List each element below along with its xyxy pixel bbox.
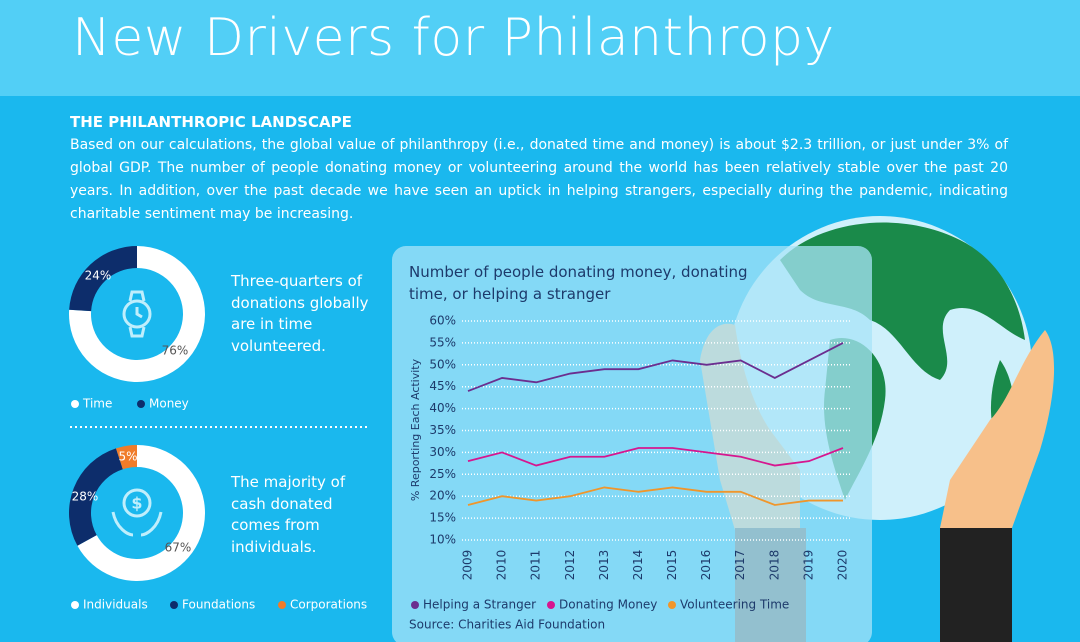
intro-text: Based on our calculations, the global va… [70,137,1008,222]
value-label: 5% [118,450,137,464]
x-tick-label: 2010 [495,550,509,581]
legend-swatch [547,601,555,609]
x-tick-label: 2018 [767,550,781,581]
data-line [467,342,844,392]
legend-label: Volunteering Time [680,598,789,612]
x-tick-label: 2009 [461,550,475,581]
pie-segment [115,445,137,470]
legend-swatch [411,601,419,609]
x-tick-label: 2020 [836,550,850,581]
pie-segment [68,448,123,546]
svg-text:$: $ [131,494,142,513]
x-tick-label: 2013 [597,550,611,581]
pie-segment [77,445,205,581]
y-tick-label: 35% [429,423,456,437]
pie-description: The majority of cash donated comes from … [231,473,346,556]
legend-swatch [668,601,676,609]
legend-label: Helping a Stranger [423,598,536,612]
source-note: Source: Charities Aid Foundation [409,618,605,632]
x-tick-label: 2017 [733,550,747,581]
legend-swatch [71,601,79,609]
value-label: 24% [85,269,112,283]
legend-swatch [278,601,286,609]
y-tick-label: 10% [429,533,456,547]
y-tick-label: 30% [429,445,456,459]
pie-description: Three-quarters of donations globally are… [231,272,369,355]
legend-label: Foundations [182,598,255,612]
y-tick-label: 15% [429,511,456,525]
section-heading: THE PHILANTHROPIC LANDSCAPE [70,113,352,131]
legend-swatch [71,400,79,408]
x-tick-label: 2011 [529,550,543,581]
value-label: 76% [162,344,189,358]
legend-label: Time [82,397,112,411]
legend-swatch [170,601,178,609]
y-tick-label: 50% [429,357,456,371]
value-label: 28% [72,490,99,504]
legend-label: Corporations [290,598,367,612]
y-axis-label: % Reporting Each Activity [409,358,422,501]
data-line [467,486,843,506]
x-tick-label: 2015 [665,550,679,581]
y-tick-label: 20% [429,489,456,503]
watch-icon [122,290,152,338]
x-tick-label: 2016 [699,550,713,581]
legend-label: Donating Money [559,598,657,612]
pie-segment [69,246,206,382]
money-hands-icon: $ [111,488,163,537]
value-label: 67% [165,541,192,555]
y-tick-label: 40% [429,401,456,415]
y-tick-label: 55% [429,335,456,349]
data-line [467,447,844,467]
y-tick-label: 60% [429,314,456,328]
pie-segment [69,246,137,312]
legend-swatch [137,400,145,408]
header-band [0,0,1080,96]
y-tick-label: 45% [429,379,456,393]
legend-label: Individuals [83,598,148,612]
x-tick-label: 2019 [801,550,815,581]
legend-label: Money [149,397,189,411]
x-tick-label: 2012 [563,550,577,581]
page-title: New Drivers for Philanthropy [72,8,835,68]
x-tick-label: 2014 [631,550,645,581]
chart-panel [392,246,872,642]
y-tick-label: 25% [429,467,456,481]
chart-title: Number of people donating money, donatin… [409,263,748,303]
